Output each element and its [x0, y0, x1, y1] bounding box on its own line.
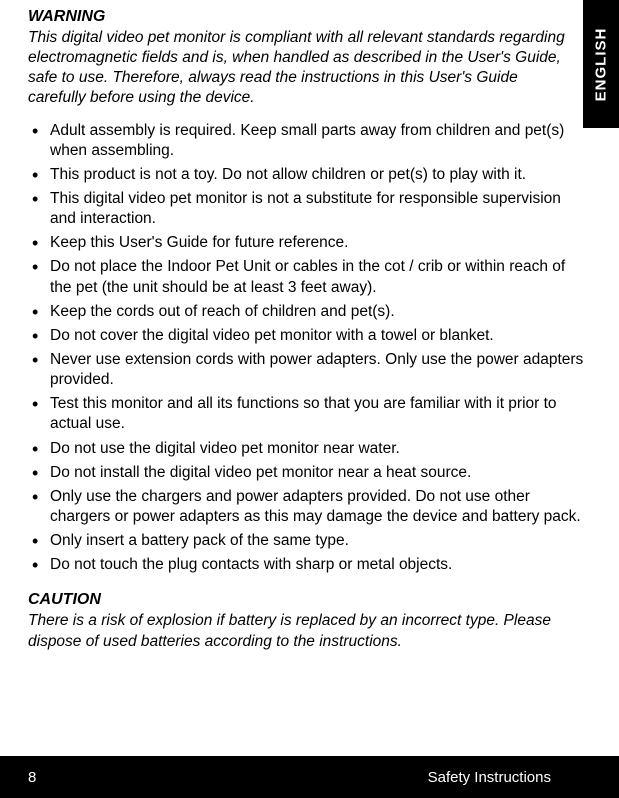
warning-title: WARNING: [28, 8, 595, 26]
list-item: Only use the chargers and power adapters…: [28, 487, 591, 527]
page-footer: 8 Safety Instructions: [0, 756, 619, 798]
list-item: This digital video pet monitor is not a …: [28, 189, 591, 229]
list-item: Do not touch the plug contacts with shar…: [28, 555, 591, 575]
list-item: Only insert a battery pack of the same t…: [28, 531, 591, 551]
page: ENGLISH WARNING This digital video pet m…: [0, 0, 619, 798]
language-tab-label: ENGLISH: [593, 27, 610, 101]
list-item: Do not use the digital video pet monitor…: [28, 439, 591, 459]
list-item: Do not install the digital video pet mon…: [28, 463, 591, 483]
list-item: Never use extension cords with power ada…: [28, 350, 591, 390]
list-item: Do not place the Indoor Pet Unit or cabl…: [28, 257, 591, 297]
bullet-list: Adult assembly is required. Keep small p…: [28, 121, 595, 576]
caution-title: CAUTION: [28, 591, 595, 609]
list-item: Test this monitor and all its functions …: [28, 394, 591, 434]
language-tab: ENGLISH: [583, 0, 619, 128]
list-item: Keep this User's Guide for future refere…: [28, 233, 591, 253]
list-item: Keep the cords out of reach of children …: [28, 302, 591, 322]
caution-body: There is a risk of explosion if battery …: [28, 611, 595, 653]
list-item: Do not cover the digital video pet monit…: [28, 326, 591, 346]
content-area: WARNING This digital video pet monitor i…: [0, 0, 619, 653]
list-item: Adult assembly is required. Keep small p…: [28, 121, 591, 161]
warning-body: This digital video pet monitor is compli…: [28, 28, 595, 109]
list-item: This product is not a toy. Do not allow …: [28, 165, 591, 185]
caution-block: CAUTION There is a risk of explosion if …: [28, 591, 595, 653]
footer-section-label: Safety Instructions: [428, 769, 551, 786]
page-number: 8: [28, 769, 36, 786]
